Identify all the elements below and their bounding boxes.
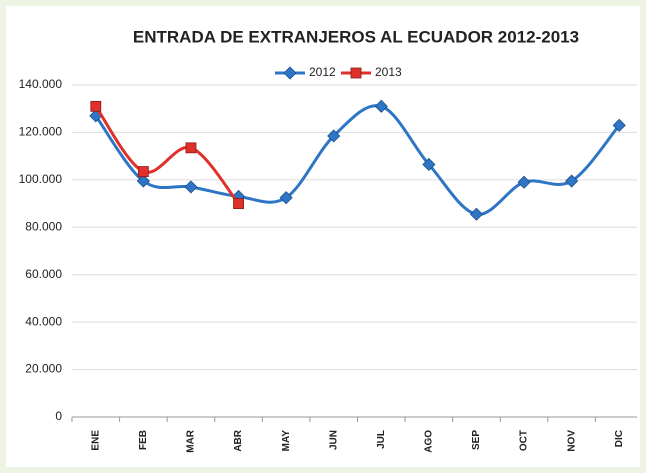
x-tick-label: MAY — [281, 430, 292, 452]
legend-label: 2013 — [375, 65, 402, 79]
y-tick-label: 140.000 — [19, 77, 63, 91]
point — [184, 180, 198, 194]
x-tick-label: NOV — [566, 430, 577, 452]
point — [137, 166, 149, 177]
legend-marker — [283, 66, 297, 80]
x-tick-label: JUN — [328, 430, 339, 450]
chart-area — [6, 6, 640, 467]
legend-marker — [350, 67, 362, 79]
y-tick-label: 40.000 — [25, 314, 62, 328]
point — [565, 174, 579, 188]
x-tick-label: OCT — [519, 430, 530, 451]
point — [422, 157, 436, 172]
x-tick-label: AGO — [424, 430, 435, 453]
x-tick-label: ABR — [233, 429, 244, 451]
series-line — [94, 105, 240, 205]
point — [469, 207, 484, 221]
legend-label: 2012 — [309, 65, 336, 79]
y-tick-label: 80.000 — [25, 219, 62, 233]
y-tick-label: 100.000 — [19, 172, 63, 186]
point — [136, 174, 150, 188]
y-tick-label: 60.000 — [25, 267, 62, 281]
point — [327, 129, 341, 143]
point — [233, 198, 244, 209]
y-tick-label: 20.000 — [25, 362, 62, 376]
x-tick-label: ENE — [90, 430, 101, 451]
point — [279, 191, 293, 205]
x-tick-label: FEB — [138, 430, 149, 450]
x-tick-label: JUL — [376, 430, 387, 449]
y-tick-label: 120.000 — [19, 125, 63, 139]
x-tick-label: DIC — [614, 430, 625, 447]
point — [517, 175, 531, 189]
x-tick-label: SEP — [471, 430, 482, 450]
y-tick-label: 0 — [55, 409, 62, 423]
x-tick-label: MAR — [186, 429, 197, 453]
point — [185, 142, 197, 154]
point — [612, 118, 626, 132]
chart-title: ENTRADA DE EXTRANJEROS AL ECUADOR 2012-2… — [133, 27, 579, 46]
point — [374, 99, 388, 113]
point — [90, 100, 102, 112]
